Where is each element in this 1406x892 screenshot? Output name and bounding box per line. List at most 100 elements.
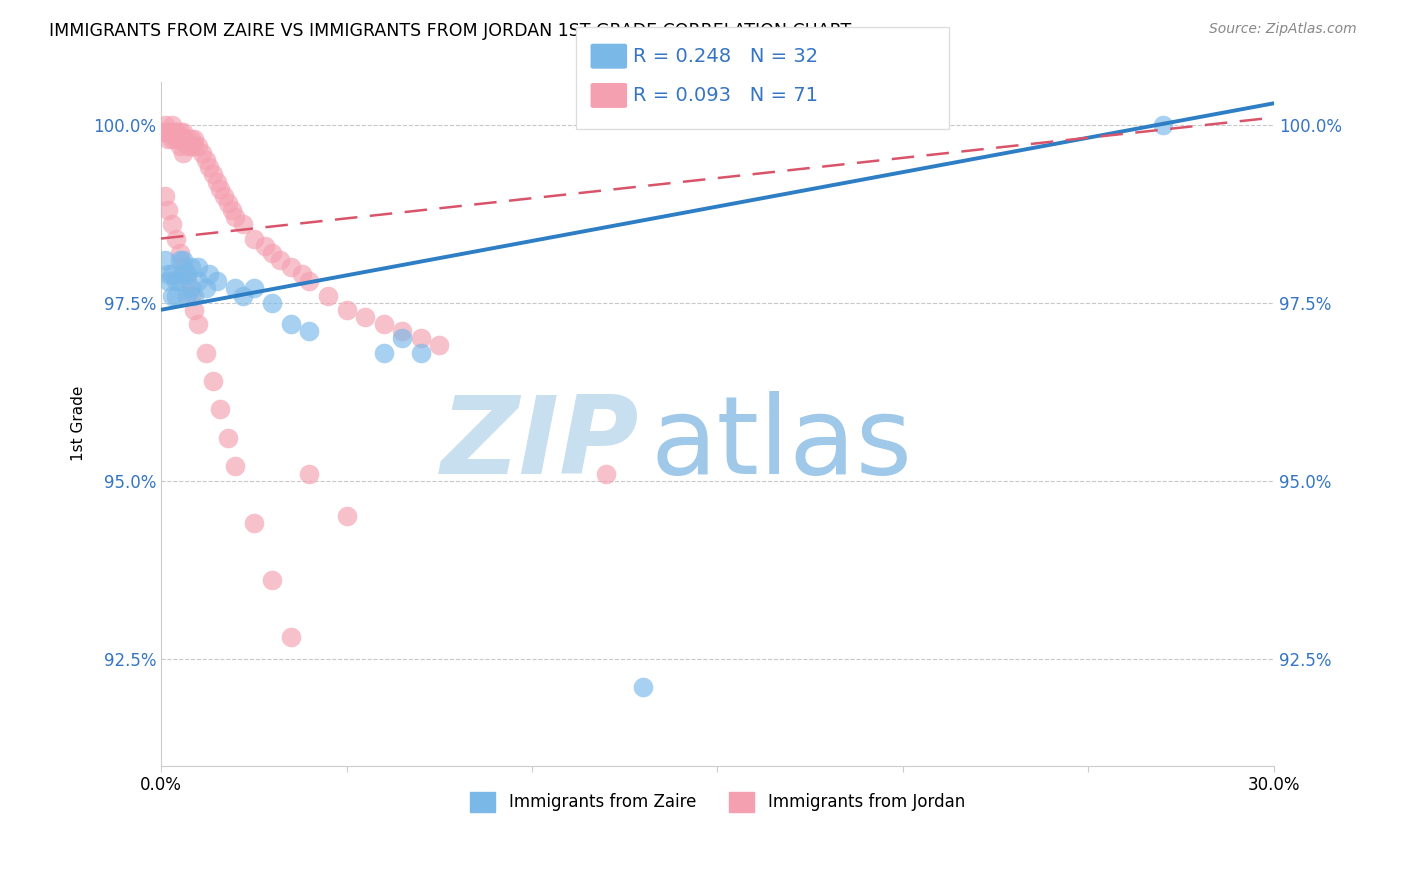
Point [157, 125, 180, 139]
Point [409, 345, 432, 359]
Point [354, 310, 377, 324]
Text: Source: ZipAtlas.com: Source: ZipAtlas.com [1209, 22, 1357, 37]
Point [165, 231, 187, 245]
Point [298, 274, 321, 288]
Legend: Immigrants from Zaire, Immigrants from Jordan: Immigrants from Zaire, Immigrants from J… [464, 785, 972, 819]
Point [180, 260, 202, 274]
Point [176, 139, 198, 153]
Point [1152, 118, 1174, 132]
Point [595, 467, 617, 481]
Point [198, 267, 221, 281]
Point [160, 267, 183, 281]
Text: ZIP: ZIP [441, 392, 640, 497]
Point [169, 245, 191, 260]
Point [180, 288, 202, 302]
Point [183, 132, 205, 146]
Point [194, 153, 217, 168]
Point [187, 139, 209, 153]
Text: IMMIGRANTS FROM ZAIRE VS IMMIGRANTS FROM JORDAN 1ST GRADE CORRELATION CHART: IMMIGRANTS FROM ZAIRE VS IMMIGRANTS FROM… [49, 22, 852, 40]
Y-axis label: 1st Grade: 1st Grade [72, 386, 86, 461]
Point [165, 274, 187, 288]
Point [198, 161, 221, 175]
Point [209, 402, 232, 417]
Point [187, 274, 209, 288]
Point [165, 288, 187, 302]
Point [633, 680, 655, 694]
Text: R = 0.093   N = 71: R = 0.093 N = 71 [633, 86, 818, 105]
Point [205, 274, 228, 288]
Point [157, 267, 180, 281]
Point [172, 125, 194, 139]
Point [172, 267, 194, 281]
Point [373, 345, 395, 359]
Point [194, 345, 217, 359]
Point [176, 267, 198, 281]
Point [212, 189, 235, 203]
Point [209, 182, 232, 196]
Point [335, 302, 357, 317]
Point [373, 317, 395, 331]
Point [176, 274, 198, 288]
Point [153, 125, 176, 139]
Text: atlas: atlas [651, 392, 912, 497]
Point [291, 267, 314, 281]
Point [280, 260, 302, 274]
Point [180, 281, 202, 295]
Point [160, 118, 183, 132]
Point [160, 217, 183, 231]
Point [391, 324, 413, 338]
Point [153, 125, 176, 139]
Point [232, 217, 254, 231]
Point [427, 338, 450, 352]
Point [217, 196, 239, 211]
Point [165, 125, 187, 139]
Point [262, 295, 284, 310]
Point [298, 324, 321, 338]
Point [221, 203, 243, 218]
Point [217, 431, 239, 445]
Point [183, 302, 205, 317]
Point [316, 288, 339, 302]
Point [391, 331, 413, 345]
Point [169, 252, 191, 267]
Point [180, 139, 202, 153]
Point [194, 281, 217, 295]
Point [253, 238, 276, 252]
Point [169, 132, 191, 146]
Point [172, 260, 194, 274]
Point [280, 631, 302, 645]
Point [232, 288, 254, 302]
Point [176, 288, 198, 302]
Text: R = 0.248   N = 32: R = 0.248 N = 32 [633, 46, 818, 66]
Point [243, 516, 266, 531]
Point [243, 281, 266, 295]
Point [224, 281, 246, 295]
Point [191, 146, 214, 161]
Point [157, 125, 180, 139]
Point [165, 125, 187, 139]
Point [224, 459, 246, 474]
Point [157, 132, 180, 146]
Point [205, 175, 228, 189]
Point [180, 132, 202, 146]
Point [201, 168, 224, 182]
Point [262, 245, 284, 260]
Point [160, 132, 183, 146]
Point [183, 288, 205, 302]
Point [187, 260, 209, 274]
Point [172, 252, 194, 267]
Point [160, 125, 183, 139]
Point [269, 252, 291, 267]
Point [172, 132, 194, 146]
Point [172, 146, 194, 161]
Point [153, 118, 176, 132]
Point [262, 574, 284, 588]
Point [224, 211, 246, 225]
Point [169, 125, 191, 139]
Point [165, 132, 187, 146]
Point [157, 274, 180, 288]
Point [201, 374, 224, 388]
Point [153, 252, 176, 267]
Point [169, 139, 191, 153]
Point [335, 509, 357, 524]
